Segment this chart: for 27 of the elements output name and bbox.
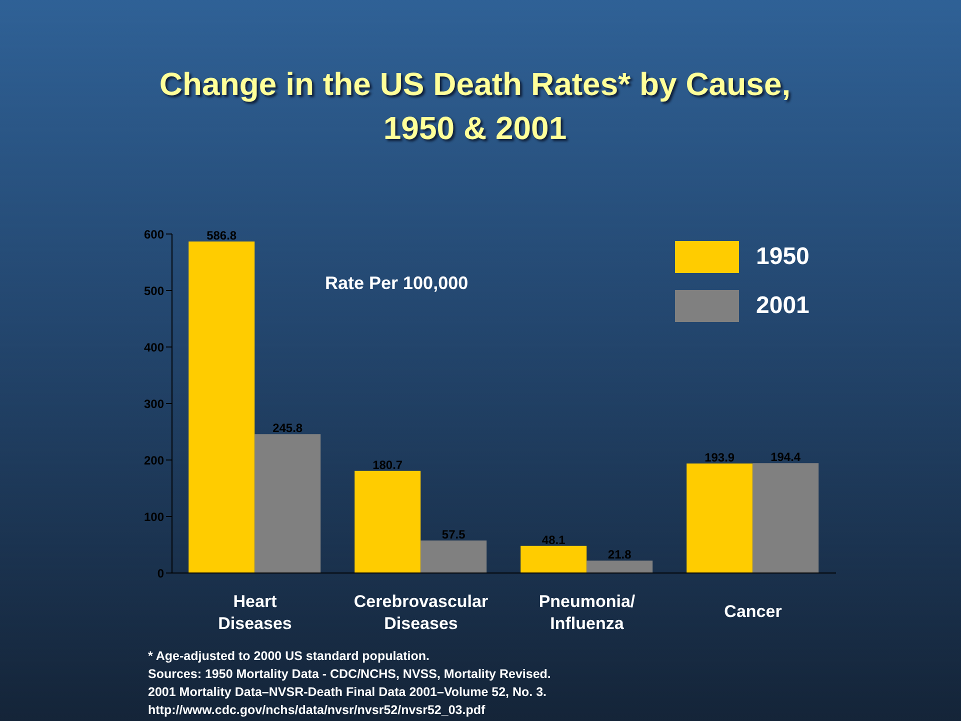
legend-label: 2001 (756, 292, 810, 320)
x-tick-label: Cerebrovascular Diseases (354, 592, 488, 633)
data-label: 586.8 (206, 228, 237, 242)
chart-title: Change in the US Death Rates* by Cause, 1950 & 2001 (158, 65, 792, 148)
text: http://www.cdc.gov/nchs/data/nvsr/nvsr52/nvsr52_03.pdf (148, 702, 486, 719)
y-tick-label: 500 (144, 284, 164, 298)
x-tick-label: Heart Diseases (218, 592, 292, 633)
y-axis-title: Rate Per 100,000 (325, 273, 468, 294)
y-tick-label: 200 (144, 453, 164, 468)
data-label: 21.8 (608, 548, 632, 562)
legend-label: 1950 (756, 243, 810, 271)
text: 2001 Mortality Data–NVSR-Death Final Data 2001–Volume 52, No. 3. (148, 684, 548, 701)
x-tick-label: Pneumonia/ Influenza (538, 592, 636, 633)
x-tick-label: Cancer (724, 602, 782, 621)
data-label: 194.4 (770, 450, 801, 464)
y-tick-label: 100 (144, 510, 164, 524)
data-label: 245.8 (272, 421, 303, 436)
y-tick-label: 600 (144, 227, 164, 242)
data-label: 193.9 (704, 450, 735, 464)
text: * Age-adjusted to 2000 US standard population. (148, 648, 431, 665)
data-label: 180.7 (372, 458, 403, 472)
y-tick-label: 400 (144, 340, 164, 354)
y-tick-label: 0 (157, 566, 164, 580)
data-label: 48.1 (542, 532, 566, 547)
source-note: Sources: 1950 Mortality Data - CDC/NCHS, NVSS, Mortality Revised. (148, 666, 551, 683)
y-tick-label: 300 (144, 396, 164, 411)
data-label: 57.5 (442, 528, 466, 542)
